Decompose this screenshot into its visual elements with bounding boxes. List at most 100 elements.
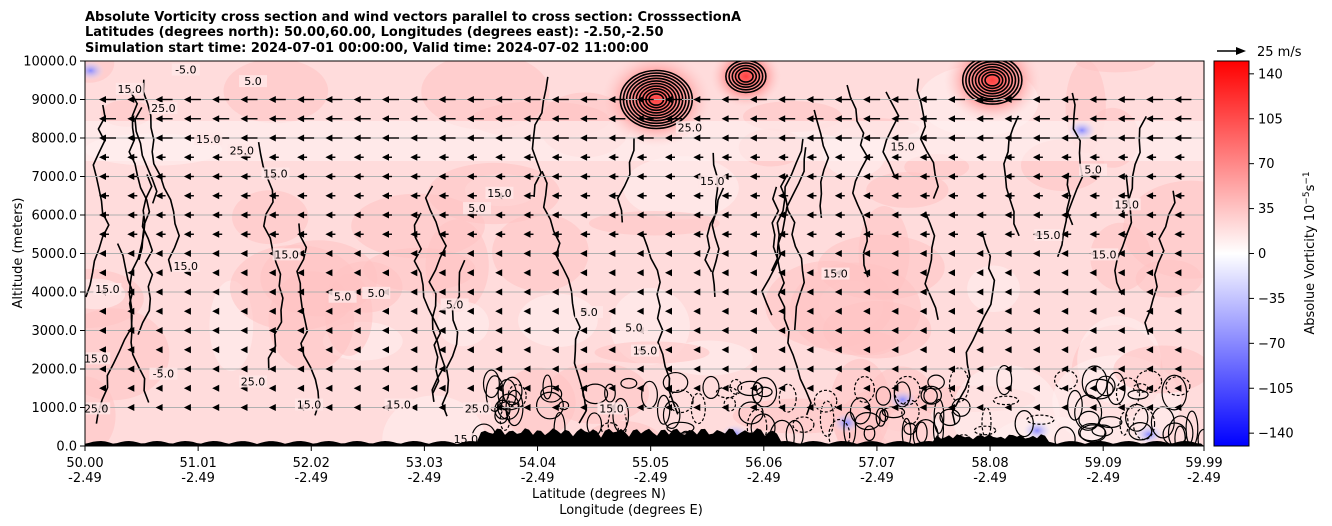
- contour-small: [948, 367, 970, 403]
- contour-small: [1014, 410, 1034, 438]
- colorbar-gradient: [1213, 60, 1250, 447]
- wind-vector-head: [778, 346, 786, 354]
- wind-vector-head: [948, 384, 955, 392]
- wind-vector-head: [353, 346, 361, 354]
- wind-vector-head: [778, 365, 786, 373]
- contour-label-bg: [675, 121, 704, 134]
- y-tick-label: 7000.0: [32, 170, 78, 185]
- wind-vector-head: [976, 307, 984, 315]
- wind-vector-key: 25 m/s: [1217, 45, 1302, 60]
- wind-vector-head: [1146, 307, 1154, 315]
- wind-vector-head: [127, 365, 135, 373]
- wind-vector-head: [438, 269, 446, 277]
- wind-vector-head: [976, 346, 984, 354]
- wind-vector-head: [976, 230, 984, 238]
- wind-vector-head: [608, 115, 616, 123]
- wind-vector-head: [127, 346, 135, 354]
- contour-label: 15.0: [1092, 248, 1117, 261]
- wind-vector-head: [353, 288, 361, 296]
- wind-vector-head: [608, 211, 616, 219]
- wind-vector-head: [665, 250, 672, 257]
- wind-vector-head: [495, 307, 503, 315]
- contour-small: [641, 380, 658, 409]
- contour-small: [923, 387, 938, 404]
- contour-ring: [974, 66, 1010, 95]
- wind-vector-head: [155, 327, 163, 334]
- wind-vector-head: [665, 288, 672, 296]
- wind-vector-head: [834, 153, 842, 161]
- wind-vector-head: [1117, 211, 1125, 219]
- contour-small: [875, 407, 887, 427]
- wind-vector-head: [523, 269, 531, 277]
- wind-vector-head: [1032, 96, 1040, 103]
- contour-small: [737, 380, 764, 397]
- wind-vector-head: [183, 250, 191, 257]
- wind-vector-head: [891, 346, 899, 354]
- contour-line: [616, 138, 635, 223]
- wind-vector-head: [127, 327, 135, 334]
- wind-vector-head: [353, 269, 361, 277]
- wind-vector-head: [778, 327, 786, 334]
- wind-vector-head: [382, 307, 389, 315]
- wind-vector-head: [1174, 153, 1182, 161]
- wind-vector-head: [1032, 269, 1040, 277]
- wind-vector-head: [297, 211, 305, 219]
- wind-vector-head: [1004, 250, 1012, 257]
- wind-vector-head: [806, 327, 814, 334]
- wind-vector-head: [466, 192, 474, 200]
- wind-vector-head: [1117, 307, 1125, 315]
- wind-vector-head: [127, 288, 135, 296]
- wind-vector-head: [665, 153, 672, 161]
- contour-small: [901, 417, 912, 446]
- wind-vector-head: [919, 211, 927, 219]
- wind-vector-head: [1032, 384, 1040, 392]
- wind-vector-head: [948, 96, 955, 103]
- wind-vector-head: [240, 115, 248, 123]
- contour-label-bg: [1112, 198, 1141, 211]
- wind-vector-head: [693, 192, 701, 200]
- wind-vector-head: [1061, 115, 1069, 123]
- wind-vector-head: [155, 384, 163, 392]
- contour-small: [1078, 422, 1106, 442]
- vorticity-patch: [492, 213, 589, 292]
- wind-vector-head: [410, 346, 418, 354]
- wind-vector-head: [466, 269, 474, 277]
- wind-vector-head: [438, 404, 446, 411]
- wind-key-label: 25 m/s: [1257, 45, 1302, 60]
- wind-vector-head: [1117, 404, 1125, 411]
- wind-vector-head: [268, 404, 276, 411]
- wind-vector-head: [1032, 250, 1040, 257]
- contour-line: [924, 211, 939, 320]
- wind-vector-head: [1061, 153, 1069, 161]
- wind-vector-head: [99, 230, 106, 238]
- y-tick-label: 2000.0: [32, 363, 78, 378]
- wind-vector-head: [410, 211, 418, 219]
- wind-vector-head: [212, 307, 220, 315]
- contour-small: [863, 425, 876, 442]
- wind-vector-head: [976, 192, 984, 200]
- wind-vector-head: [693, 365, 701, 373]
- wind-vector-head: [1146, 173, 1154, 180]
- wind-vector-head: [948, 288, 955, 296]
- wind-vector-head: [1061, 327, 1069, 334]
- wind-vector-head: [127, 96, 135, 103]
- wind-vector-head: [863, 173, 871, 180]
- wind-vector-head: [523, 192, 531, 200]
- title-line-3: Simulation start time: 2024-07-01 00:00:…: [85, 41, 649, 56]
- x-tick-longitude: -2.49: [634, 471, 668, 486]
- contour-line: [951, 232, 996, 425]
- wind-vector-head: [268, 134, 276, 142]
- wind-vector-head: [297, 96, 305, 103]
- contour-ring: [728, 62, 764, 91]
- wind-vector-head: [749, 250, 757, 257]
- wind-vector-head: [1004, 230, 1012, 238]
- contour-label-bg: [619, 321, 648, 334]
- wind-vector-head: [976, 115, 984, 123]
- x-tick-longitude: -2.49: [1187, 471, 1221, 486]
- contour-label: -5.0: [175, 64, 196, 77]
- wind-vector-head: [891, 327, 899, 334]
- wind-vector-head: [1174, 288, 1182, 296]
- wind-vector-head: [1004, 346, 1012, 354]
- wind-vector-head: [127, 173, 135, 180]
